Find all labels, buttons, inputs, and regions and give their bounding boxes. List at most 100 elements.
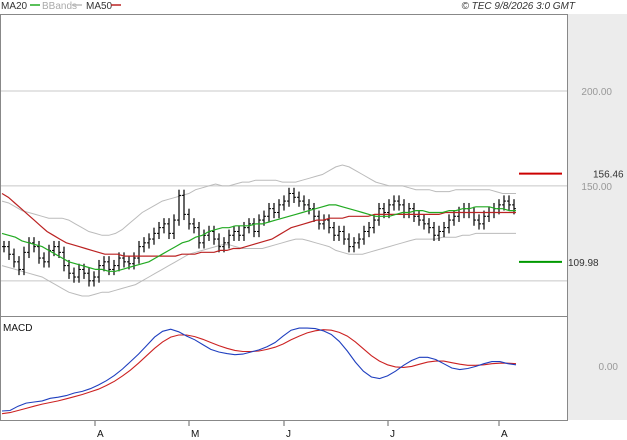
price-bar (442, 221, 446, 238)
price-bar (312, 202, 316, 222)
price-bar (402, 199, 406, 219)
price-bar (267, 202, 271, 222)
price-bar (72, 267, 76, 283)
price-bar (277, 199, 281, 219)
price-bars (2, 187, 516, 287)
price-bar (17, 256, 21, 276)
price-bar (337, 225, 341, 241)
price-bar (172, 214, 176, 240)
axis-labels: 200.00 150.00 0.00 A M J J A (0, 87, 618, 440)
price-bar (257, 214, 261, 238)
price-bar (22, 246, 26, 276)
macd-panel-frame (0, 316, 568, 421)
price-bar (367, 221, 371, 238)
macd-axis-panel (567, 316, 627, 420)
price-bar (77, 263, 81, 283)
price-bar (232, 225, 236, 241)
price-bar (412, 202, 416, 222)
price-bar (102, 256, 106, 272)
price-bar (242, 221, 246, 241)
price-bar (472, 206, 476, 226)
price-bar (362, 225, 366, 245)
price-bar (47, 244, 51, 268)
price-bar (327, 214, 331, 234)
support-resistance-levels: 156.46 109.98 (519, 170, 624, 269)
price-bar (152, 227, 156, 245)
price-bar (142, 237, 146, 253)
price-bar (322, 214, 326, 230)
macd-title: MACD (3, 323, 32, 334)
x-tick-label: A (97, 429, 104, 440)
price-bar (482, 210, 486, 230)
price-bar (407, 202, 411, 219)
price-bar (57, 240, 61, 259)
bollinger-bands (1, 164, 516, 297)
price-bar (2, 240, 6, 253)
moving-averages (1, 192, 516, 272)
ma20-line (1, 204, 516, 272)
macd-tick-label: 0.00 (599, 362, 619, 373)
x-tick-label: J (390, 429, 395, 440)
price-bar (342, 225, 346, 245)
x-tick-label: A (501, 429, 508, 440)
price-bar (467, 202, 471, 219)
timestamp: © TEC 9/8/2026 3:0 GMT (461, 1, 575, 12)
y-tick-label: 200.00 (581, 87, 612, 98)
legend-bbands-label: BBands (42, 1, 77, 12)
price-bar (452, 210, 456, 226)
ma50-line (1, 192, 516, 257)
price-bar (462, 202, 466, 219)
price-bar (42, 252, 46, 268)
price-bar (292, 187, 296, 203)
legend-ma50-label: MA50 (86, 1, 113, 12)
price-bar (207, 225, 211, 241)
price-bar (437, 225, 441, 241)
price-bar (217, 233, 221, 253)
price-bar (447, 214, 451, 234)
support-label: 109.98 (568, 258, 599, 269)
price-bar (197, 221, 201, 249)
price-bar (347, 233, 351, 253)
legend-ma20-label: MA20 (1, 1, 28, 12)
price-bar (372, 214, 376, 234)
y-tick-label: 150.00 (581, 182, 612, 193)
price-bar (252, 218, 256, 238)
price-bar (182, 189, 186, 221)
price-bar (157, 221, 161, 240)
price-bar (192, 218, 196, 234)
price-bar (282, 195, 286, 211)
bbands-lower-line (1, 232, 516, 297)
price-bar (122, 252, 126, 268)
price-bar (417, 210, 421, 226)
price-bar (187, 208, 191, 230)
x-tick-label: M (191, 429, 199, 440)
price-bar (92, 271, 96, 287)
price-bar (302, 195, 306, 211)
price-bar (162, 218, 166, 234)
price-bar (512, 199, 516, 215)
price-axis-panel (567, 14, 627, 316)
price-bar (12, 248, 16, 268)
bbands-upper-line (1, 164, 516, 236)
price-bar (492, 202, 496, 219)
price-bar (87, 267, 91, 287)
price-bar (387, 199, 391, 219)
price-bar (37, 240, 41, 264)
price-bar (422, 214, 426, 230)
price-bar (67, 259, 71, 279)
price-bar (477, 214, 481, 230)
price-bar (237, 225, 241, 241)
price-bar (332, 221, 336, 241)
price-bar (27, 237, 31, 259)
price-bar (202, 229, 206, 249)
grid-layer (1, 90, 567, 282)
price-bar (507, 195, 511, 211)
price-bar (297, 191, 301, 207)
price-bar (392, 195, 396, 211)
price-bar (7, 240, 11, 260)
price-bar (112, 259, 116, 276)
main-panel-frame (0, 14, 568, 317)
macd-line (1, 327, 517, 412)
legend: MA20 BBands MA50 © TEC 9/8/2026 3:0 GMT (1, 1, 576, 12)
